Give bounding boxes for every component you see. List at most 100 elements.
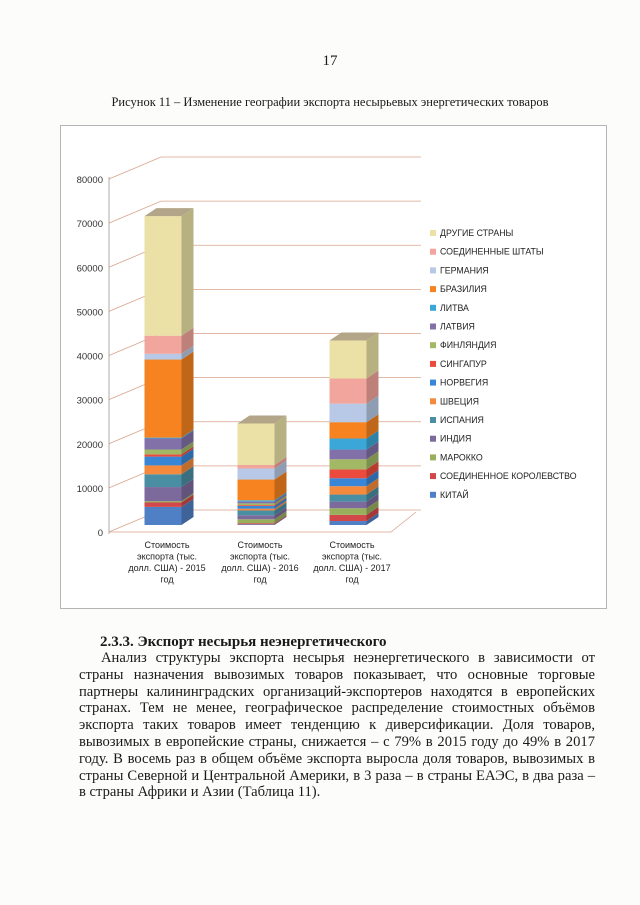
bar-segment-0 [144, 506, 182, 525]
bar-segment-9 [237, 501, 275, 504]
y-tick-label: 80000 [77, 175, 103, 186]
legend-swatch [430, 360, 436, 367]
gridline [108, 200, 421, 224]
bar-side-3 [366, 493, 379, 509]
section-heading: 2.3.3. Экспорт несырья неэнергетического [100, 634, 387, 650]
bar-side-14 [181, 208, 194, 336]
y-tick-label: 0 [98, 528, 103, 539]
bar-side-13 [181, 327, 194, 354]
x-tick-label: экспорта (тыс. [137, 552, 197, 562]
bar-side-8 [366, 451, 379, 470]
legend-swatch [430, 398, 436, 405]
bar-side-9 [181, 430, 194, 450]
bar-side-12 [181, 345, 194, 360]
bar-side-0 [274, 516, 287, 525]
legend-swatch [430, 304, 436, 311]
bar-side-9 [366, 441, 379, 460]
legend-label: НОРВЕГИЯ [440, 378, 488, 388]
y-tick-label: 30000 [77, 396, 103, 407]
bar-segment-14 [237, 423, 275, 465]
legend-label: ЛАТВИЯ [440, 322, 475, 332]
legend-label: ШВЕЦИЯ [440, 396, 479, 406]
bar-side-14 [366, 332, 379, 379]
y-tick-label: 50000 [77, 307, 103, 318]
bar-side-12 [274, 460, 287, 480]
bar-segment-1 [237, 523, 275, 525]
x-tick-label: Стоимость [329, 540, 374, 550]
bar-segment-2 [237, 519, 275, 524]
bar-segment-10 [329, 438, 367, 450]
bar-segment-12 [144, 353, 182, 360]
bar-side-8 [274, 495, 287, 506]
legend-swatch [430, 473, 436, 480]
y-tick-label: 70000 [77, 219, 103, 230]
x-tick-label: долл. США) - 2016 [221, 563, 298, 573]
bar-segment-3 [144, 487, 182, 502]
bar-side-14 [274, 415, 287, 465]
x-tick-label: год [160, 575, 174, 585]
bar-side-1 [181, 494, 194, 507]
page-number: 17 [322, 53, 338, 69]
legend-swatch [430, 248, 436, 255]
stacked-bar-chart: 0 10000 20000 30000 40000 50000 60000 70000 8000… [60, 125, 607, 609]
legend-label: МАРОККО [440, 452, 483, 462]
bar-segment-4 [144, 474, 182, 488]
legend-swatch [430, 286, 436, 293]
bar-segment-14 [329, 340, 367, 379]
bar-segment-5 [329, 486, 367, 495]
x-tick-label: год [253, 575, 267, 585]
bar-segment-0 [237, 524, 275, 525]
legend-label: ГЕРМАНИЯ [440, 265, 489, 275]
bar-side-12 [366, 395, 379, 423]
legend-swatch [430, 267, 436, 274]
bar-side-5 [181, 457, 194, 475]
bar-side-7 [366, 461, 379, 479]
legend-swatch [430, 230, 436, 236]
x-tick-label: экспорта (тыс. [230, 552, 290, 562]
legend-label: СОЕДИНЕННОЕ КОРОЛЕВСТВО [440, 471, 577, 481]
legend-label: КИТАЙ [440, 489, 469, 500]
x-tick-label: долл. США) - 2017 [313, 563, 390, 573]
bar-segment-3 [237, 515, 275, 520]
bar-side-4 [366, 486, 379, 502]
legend-swatch [430, 342, 436, 349]
bar-segment-14 [144, 216, 182, 336]
bar-segment-13 [329, 378, 367, 404]
bar-side-5 [366, 478, 379, 495]
floor-edge [109, 511, 417, 533]
bar-segment-11 [237, 479, 275, 501]
bar-side-8 [181, 441, 194, 455]
y-tick-label: 20000 [77, 440, 103, 451]
bar-segment-11 [144, 359, 182, 438]
bar-segment-5 [144, 465, 182, 475]
bar-side-2 [181, 493, 194, 503]
bar-side-11 [181, 351, 194, 438]
bar-side-6 [366, 470, 379, 487]
bar-segment-7 [237, 505, 275, 507]
figure-caption: Рисунок 11 – Изменение географии экспорт… [111, 95, 549, 109]
bar-segment-12 [237, 468, 275, 480]
bar-segment-1 [329, 514, 367, 522]
x-tick-label: Стоимость [237, 540, 282, 550]
bar-side-11 [366, 414, 379, 439]
legend-label: ИСПАНИЯ [440, 415, 484, 425]
bar-segment-0 [329, 521, 367, 525]
x-tick-label: Стоимость [144, 540, 189, 550]
bar-top [144, 208, 194, 217]
bar-segment-4 [237, 510, 275, 516]
bar-segment-10 [144, 437, 182, 439]
bar-segment-4 [329, 494, 367, 502]
bar-segment-13 [237, 464, 275, 469]
legend-label: БРАЗИЛИЯ [440, 284, 487, 294]
bar-side-13 [366, 370, 379, 404]
bar-side-0 [181, 498, 194, 525]
legend-swatch [430, 435, 436, 442]
bar-segment-7 [144, 454, 182, 457]
legend-label: ЛИТВА [440, 303, 469, 313]
bar-top [329, 332, 379, 341]
bar-side-0 [366, 513, 379, 525]
x-tick-label: долл. США) - 2015 [128, 563, 205, 573]
legend-label: СОЕДИНЕННЫЕ ШТАТЫ [440, 247, 544, 257]
gridline [108, 156, 421, 180]
